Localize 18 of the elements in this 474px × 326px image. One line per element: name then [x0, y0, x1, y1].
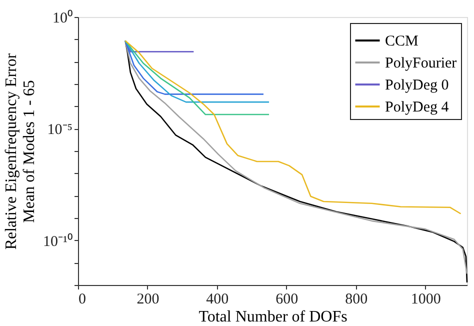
x-axis-title: Total Number of DOFs	[198, 308, 348, 326]
legend-label: PolyDeg 4	[385, 100, 450, 116]
line-series	[124, 40, 270, 116]
x-tick-label: 200	[136, 292, 160, 308]
legend-label: PolyFourier	[385, 56, 457, 72]
y-tick-label: 10⁻¹⁰	[43, 232, 72, 250]
x-tick-label: 600	[276, 292, 298, 308]
line-series	[124, 40, 264, 95]
y-tick-label: 10⁰	[52, 10, 72, 26]
x-tick-label: 1000	[410, 292, 441, 308]
y-axis-title: Relative Eigenfrequency Error Mean of Modes 1 - 65	[3, 52, 38, 250]
line-series	[124, 40, 270, 103]
x-tick-label: 400	[206, 292, 229, 308]
x-tick-label: 0	[78, 292, 86, 308]
legend-label: PolyDeg 0	[385, 78, 449, 94]
x-tick-label: 800	[345, 292, 368, 308]
legend-label: CCM	[385, 34, 418, 50]
y-tick-label: 10⁻⁵	[47, 122, 72, 138]
